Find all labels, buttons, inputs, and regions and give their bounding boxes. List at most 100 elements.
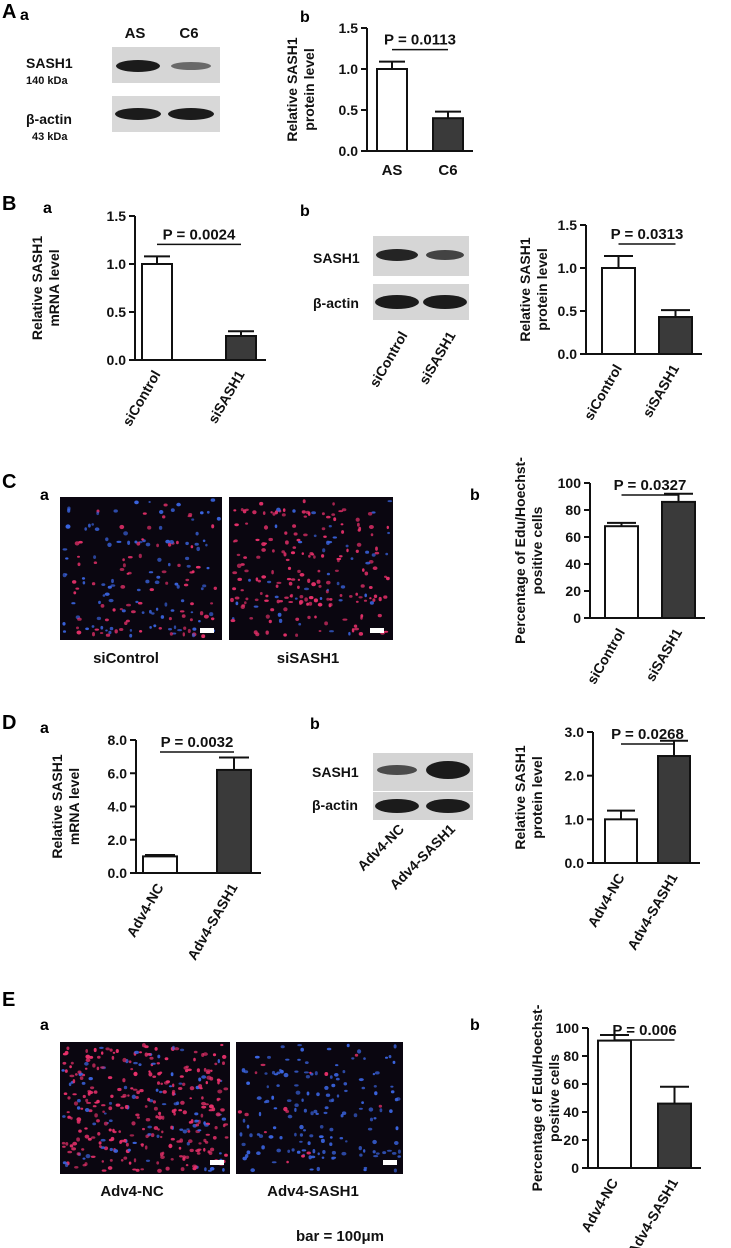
cell-nucleus [385,1056,388,1059]
cell-nucleus [336,581,340,586]
cell-nucleus [85,1054,91,1059]
cell-nucleus [244,569,249,573]
cell-nucleus [206,510,210,514]
cell-nucleus [127,1148,131,1152]
cell-nucleus [261,1145,265,1150]
cell-nucleus [142,1127,145,1131]
cell-nucleus [62,1161,67,1165]
cell-nucleus [377,613,382,618]
cell-nucleus [393,1044,397,1049]
bar [597,1039,632,1169]
x-tick-label: Adv4-NC [123,881,166,940]
cell-nucleus [62,622,66,626]
cell-nucleus [246,1081,251,1085]
cell-nucleus [133,1158,137,1163]
cell-nucleus [371,511,376,514]
blot-band [115,108,161,120]
cell-nucleus [217,1089,223,1094]
cell-nucleus [137,601,143,605]
cell-nucleus [234,596,240,600]
cell-nucleus [321,527,326,531]
cell-nucleus [187,628,191,634]
x-tick-label: siControl [584,626,629,687]
y-axis-label: Relative SASH1 [29,236,45,340]
cell-nucleus [134,540,138,544]
cell-nucleus [224,1153,228,1157]
cell-nucleus [250,1168,255,1173]
x-tick-label: Adv4-SASH1 [624,870,681,952]
y-tick-label: 0.0 [108,865,128,881]
cell-nucleus [156,543,160,548]
cell-nucleus [77,1099,81,1103]
cell-nucleus [182,1157,186,1161]
cell-nucleus [390,1090,395,1094]
cell-nucleus [157,1081,160,1085]
cell-nucleus [246,1124,250,1129]
cell-nucleus [296,538,301,542]
bar [601,267,636,355]
cell-nucleus [201,1101,206,1106]
cell-nucleus [284,596,289,599]
cell-nucleus [354,1053,359,1057]
cell-nucleus [290,578,296,581]
fluorescence-panel-e: Adv4-NC Adv4-SASH1 bar = 100μm [60,1042,403,1245]
cell-nucleus [254,1071,258,1075]
cell-nucleus [205,543,208,547]
fluorescence-image [229,497,393,640]
cell-nucleus [242,1118,246,1123]
cell-nucleus [316,579,321,584]
cell-nucleus [109,1048,113,1052]
cell-nucleus [287,1149,291,1154]
cell-nucleus [319,597,323,600]
cell-nucleus [139,1089,144,1093]
cell-nucleus [90,1155,96,1159]
scale-bar [200,628,214,633]
cell-nucleus [84,527,87,531]
cell-nucleus [318,630,322,632]
cell-nucleus [189,618,193,622]
cell-nucleus [93,555,97,559]
cell-nucleus [203,1067,207,1072]
cell-nucleus [129,633,133,638]
cell-nucleus [307,615,311,620]
bar [142,855,178,874]
cell-nucleus [304,587,309,591]
cell-nucleus [232,587,237,591]
cell-nucleus [92,1063,96,1068]
cell-nucleus [298,540,303,544]
cell-nucleus [210,602,214,605]
cell-nucleus [241,1142,246,1147]
x-tick-label: siSASH1 [205,367,248,426]
bar [657,1102,692,1169]
bar [432,117,464,152]
cell-nucleus [374,1091,378,1096]
cell-nucleus [324,1085,329,1090]
cell-nucleus [233,509,237,512]
cell-nucleus [266,1085,269,1089]
cell-nucleus [179,1155,183,1158]
cell-nucleus [363,599,368,602]
cell-nucleus [174,582,179,586]
cell-nucleus [64,1069,68,1073]
cell-nucleus [261,575,267,579]
cell-nucleus [159,1071,163,1074]
cell-nucleus [131,610,136,614]
blot-band [423,295,467,309]
cell-nucleus [244,1112,249,1117]
bar-chart-b-b: 0.0 0.5 1.0 1.5 siControl siSASH1 P = 0.0313 Re… [517,217,702,423]
cell-nucleus [295,633,299,637]
cell-nucleus [105,633,111,637]
cell-nucleus [256,555,261,559]
cell-nucleus [331,1157,335,1160]
cell-nucleus [85,1058,91,1063]
y-axis-label: Relative SASH1 [512,745,528,849]
cell-nucleus [371,553,376,557]
cell-nucleus [101,1104,106,1107]
cell-nucleus [342,618,348,621]
cell-nucleus [293,532,298,536]
p-value-label: P = 0.0327 [614,477,687,494]
cell-nucleus [126,603,131,607]
cell-nucleus [306,1091,310,1096]
cell-nucleus [74,541,80,546]
bar-chart-d-a: 0.0 2.0 4.0 6.0 8.0 Adv4-NC Adv4-SASH1 P = 0.00… [49,732,261,963]
